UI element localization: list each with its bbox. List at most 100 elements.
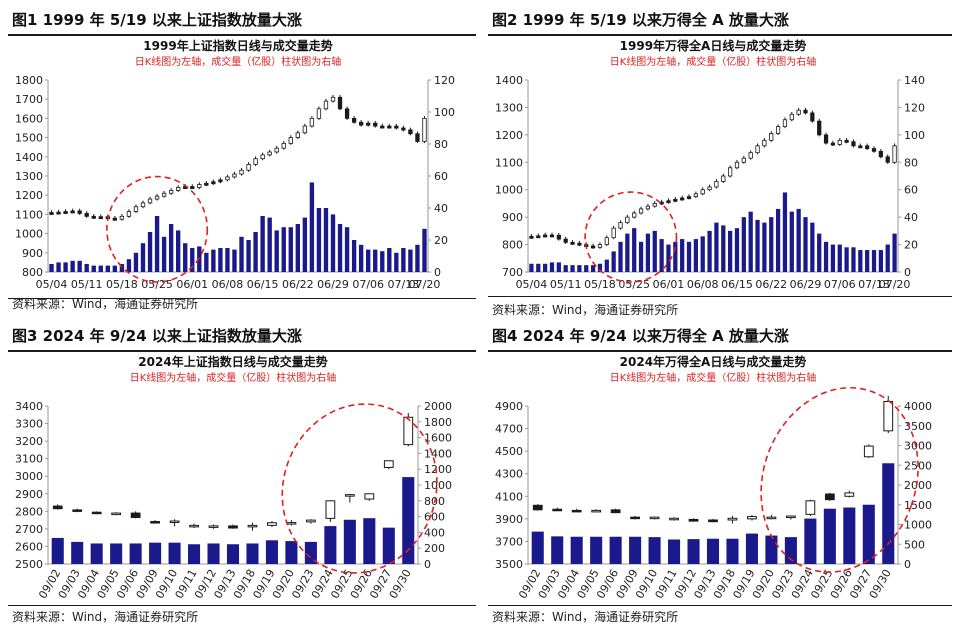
right-tick-label: 600	[424, 511, 445, 524]
right-tick-label: 60	[434, 170, 448, 183]
candle-body	[707, 186, 712, 191]
volume-bar	[632, 228, 637, 272]
candle-body	[817, 120, 822, 136]
candle-body	[119, 215, 125, 220]
volume-bar	[323, 208, 329, 272]
candle-body	[383, 460, 394, 468]
volume-bar	[133, 252, 139, 272]
x-tick-label: 06/29	[317, 278, 349, 291]
volume-bar	[693, 239, 698, 272]
candle-body	[260, 154, 265, 160]
candle-body	[796, 109, 801, 115]
right-tick-label: 0	[434, 266, 441, 279]
volume-bar	[380, 251, 385, 272]
candle-body	[769, 133, 774, 141]
volume-bar	[149, 542, 162, 564]
volume-bar	[796, 208, 801, 272]
candle-body	[154, 195, 160, 200]
candle-body	[387, 125, 392, 129]
right-tick-label: 1800	[424, 416, 452, 429]
volume-bar	[810, 222, 815, 272]
figure-panel-2: 图2 1999 年 5/19 以来万得全 A 放量大涨 1999年万得全A日线与…	[488, 4, 952, 318]
candle-body	[408, 129, 413, 135]
candle-body	[147, 198, 153, 204]
candle-body	[688, 518, 699, 522]
left-tick-label: 1800	[15, 74, 43, 87]
volume-bar	[226, 544, 240, 564]
figure-panel-4: 图4 2024 年 9/24 以来万得全 A 放量大涨 2024年万得全A日线与…	[488, 320, 952, 625]
candle-body	[112, 217, 118, 221]
volume-bar	[147, 232, 153, 272]
volume-bar	[638, 241, 644, 272]
candle-body	[150, 521, 160, 524]
volume-bar	[741, 217, 746, 272]
candle-body	[669, 517, 679, 521]
candle-body	[693, 193, 698, 197]
candle-body	[775, 126, 781, 134]
candle-body	[302, 125, 308, 134]
volume-bar	[721, 225, 726, 272]
left-tick-label: 1700	[15, 93, 43, 106]
volume-bar	[225, 248, 230, 272]
volume-bar	[775, 208, 781, 272]
candle-body	[208, 525, 219, 528]
candle-body	[823, 134, 829, 144]
candle-body	[247, 524, 258, 528]
x-tick-label: 05/04	[516, 278, 548, 291]
volume-bar	[316, 208, 322, 272]
volume-bar	[728, 230, 733, 272]
right-tick-label: 0	[424, 558, 431, 571]
volume-bar	[126, 259, 132, 272]
volume-bar	[91, 265, 96, 272]
right-tick-label: 20	[904, 239, 918, 252]
right-tick-label: 1000	[424, 479, 452, 492]
candle-body	[618, 222, 623, 229]
candle-body	[837, 139, 842, 145]
volume-bar	[415, 244, 420, 272]
right-tick-label: 100	[434, 106, 455, 119]
candle-body	[422, 118, 427, 142]
volume-bar	[260, 216, 265, 272]
volume-bar	[871, 250, 877, 272]
candle-body	[721, 175, 726, 182]
candle-body	[871, 148, 877, 152]
right-tick-label: 40	[904, 211, 918, 224]
left-tick-label: 1500	[15, 132, 43, 145]
volume-bar	[789, 211, 794, 272]
volume-bar	[823, 241, 829, 272]
left-tick-label: 4900	[495, 400, 523, 413]
volume-bar	[129, 543, 142, 564]
source-note: 资料来源：Wind，海通证券研究所	[12, 610, 199, 624]
candle-body	[805, 500, 816, 515]
candle-body	[591, 509, 602, 513]
candle-body	[747, 516, 757, 520]
x-tick-label: 06/08	[212, 278, 244, 291]
volume-bar	[830, 244, 836, 272]
candle-body	[680, 197, 685, 201]
figure-header: 图2 1999 年 5/19 以来万得全 A 放量大涨	[488, 4, 952, 36]
candle-body	[844, 492, 855, 497]
candle-body	[140, 202, 146, 208]
left-tick-label: 3300	[15, 418, 43, 431]
candle-body	[401, 127, 406, 131]
volume-bar	[90, 543, 103, 564]
right-tick-label: 40	[434, 202, 448, 215]
volume-bar	[154, 216, 160, 272]
left-tick-label: 700	[502, 266, 523, 279]
highlight-ellipse	[760, 386, 919, 573]
candle-body	[295, 132, 300, 139]
figure-header: 图3 2024 年 9/24 以来上证指数放量大涨	[8, 320, 476, 352]
candle-body	[786, 515, 796, 519]
candle-body	[344, 494, 355, 497]
volume-bar	[110, 543, 123, 564]
volume-bar	[176, 230, 181, 272]
volume-bar	[666, 244, 671, 272]
volume-bar	[803, 217, 808, 272]
right-tick-label: 1000	[904, 519, 932, 532]
candle-body	[858, 145, 863, 149]
candle-body	[373, 122, 378, 127]
volume-bar	[394, 252, 399, 272]
x-tick-label: 07/20	[409, 278, 441, 291]
candle-body	[803, 109, 808, 114]
